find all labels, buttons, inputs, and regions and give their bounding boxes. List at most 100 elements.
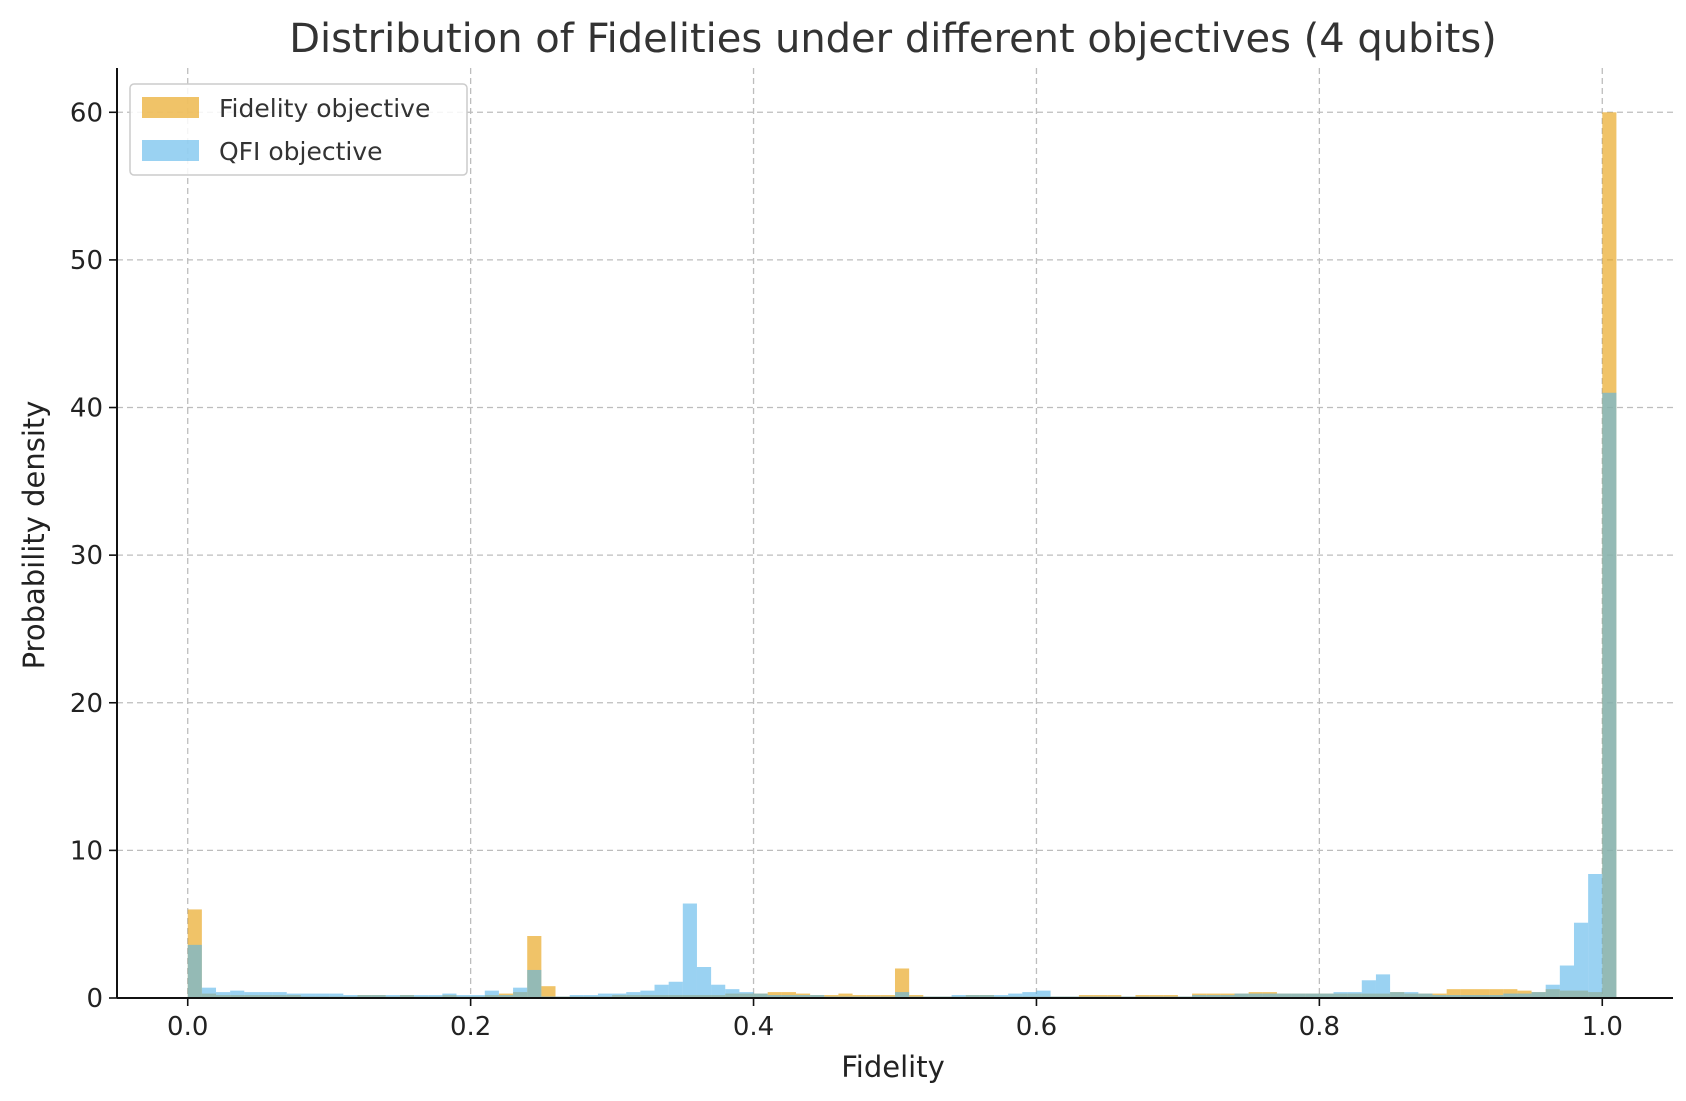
bar-qfi-40 [753,993,768,998]
bar-qfi-54 [951,995,966,998]
bar-qfi-41 [767,995,782,998]
legend: Fidelity objective QFI objective [129,83,468,176]
tick-labels: 0.0 0.2 0.4 0.6 0.8 1.0 0 10 20 30 40 50 60 [70,98,1623,1042]
bar-qfi-8 [300,993,316,998]
histogram-bars [187,112,1617,999]
bar-qfi-82 [1347,992,1362,998]
bar-qfi-22 [498,995,514,998]
bar-qfi-28 [583,995,598,998]
bar-qfi-99 [1588,874,1603,998]
bar-qfi-91 [1474,995,1490,998]
bar-qfi-31 [626,992,641,998]
bar-qfi-44 [810,995,825,998]
bar-qfi-13 [371,995,386,998]
bar-qfi-81 [1333,992,1348,998]
bar-qfi-39 [739,992,754,998]
bar-qfi-86 [1404,992,1419,998]
bar-qfi-34 [668,981,683,998]
bar-qfi-5 [258,992,273,998]
bar-fidelity-25 [541,986,556,998]
x-tick-label-2: 0.4 [733,1012,774,1042]
bar-qfi-9 [315,993,330,998]
bar-qfi-33 [654,984,669,998]
bar-qfi-79 [1305,993,1320,998]
bar-qfi-1 [201,987,217,998]
bar-qfi-20 [470,995,485,998]
legend-swatch-fidelity [142,97,199,118]
legend-label-fidelity: Fidelity objective [219,94,430,123]
bar-qfi-32 [640,990,655,998]
bar-qfi-7 [286,993,301,998]
legend-swatch-qfi [142,140,199,161]
bar-qfi-58 [1008,993,1023,998]
bar-qfi-55 [965,995,980,998]
bar-qfi-89 [1446,995,1461,998]
y-tick-label-0: 0 [86,984,103,1014]
axes [116,68,1673,999]
y-tick-label-1: 10 [70,836,103,866]
bar-qfi-24 [527,969,542,998]
bar-qfi-74 [1234,993,1249,998]
bar-qfi-60 [1036,990,1051,998]
bar-qfi-18 [442,993,457,998]
chart-title: Distribution of Fidelities under differe… [289,16,1497,62]
bar-qfi-78 [1291,993,1306,998]
bar-qfi-76 [1262,993,1277,998]
bar-qfi-73 [1220,995,1235,998]
bar-qfi-30 [612,993,627,998]
bar-qfi-12 [357,995,372,998]
bar-qfi-0 [187,944,202,998]
bar-qfi-83 [1361,980,1376,998]
bar-qfi-90 [1460,995,1475,998]
bar-qfi-36 [696,967,712,998]
y-tick-label-4: 40 [70,394,103,424]
bar-fidelity-46 [838,993,853,998]
bar-qfi-10 [329,993,344,998]
bar-qfi-42 [781,995,796,998]
bar-qfi-97 [1559,965,1574,998]
bar-qfi-94 [1517,993,1532,998]
bar-qfi-56 [979,995,995,998]
x-tick-label-3: 0.6 [1016,1012,1057,1042]
y-axis-label: Probability density [17,401,51,670]
bar-qfi-21 [484,990,499,998]
bar-qfi-85 [1390,992,1405,998]
bar-qfi-35 [682,903,697,998]
bar-qfi-17 [428,995,443,998]
bar-qfi-38 [725,989,740,998]
x-tick-label-4: 0.8 [1299,1012,1340,1042]
x-tick-label-0: 0.0 [167,1012,208,1042]
bar-qfi-96 [1545,984,1560,998]
bar-qfi-27 [569,995,584,998]
bar-qfi-59 [1022,992,1037,998]
bar-qfi-19 [456,995,471,998]
bar-qfi-15 [399,995,415,998]
bar-qfi-14 [385,995,400,998]
x-tick-label-1: 0.2 [450,1012,491,1042]
bar-qfi-72 [1206,995,1221,998]
bar-qfi-29 [597,993,613,998]
bar-qfi-95 [1531,992,1546,998]
bar-qfi-98 [1573,922,1589,998]
bar-qfi-80 [1319,993,1334,998]
y-tick-label-3: 30 [70,541,103,571]
y-tick-label-2: 20 [70,689,103,719]
bar-qfi-16 [414,995,429,998]
bar-fidelity-90 [1460,989,1475,998]
bar-qfi-11 [343,995,358,998]
legend-label-qfi: QFI objective [219,137,383,166]
bar-qfi-75 [1248,993,1263,998]
bar-qfi-43 [795,995,811,998]
bar-qfi-88 [1432,995,1447,998]
y-tick-label-5: 50 [70,246,103,276]
bar-qfi-3 [230,990,245,998]
y-tick-label-6: 60 [70,98,103,128]
bar-qfi-87 [1418,993,1433,998]
x-tick-label-5: 1.0 [1582,1012,1623,1042]
bar-qfi-50 [895,992,910,998]
bar-qfi-93 [1503,993,1518,998]
bar-qfi-23 [513,987,528,998]
bar-qfi-84 [1375,974,1391,998]
